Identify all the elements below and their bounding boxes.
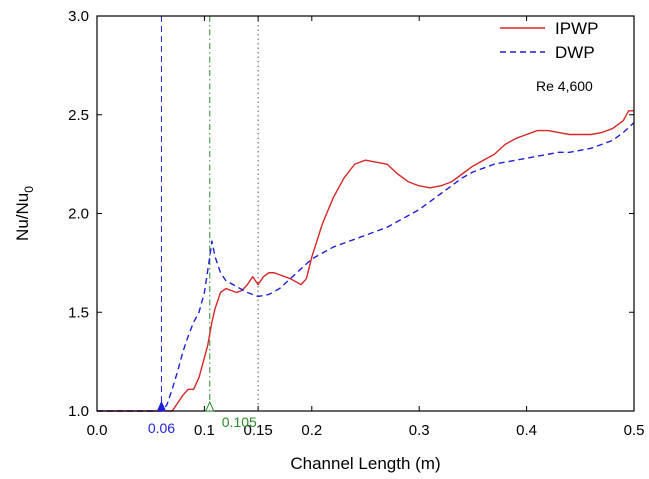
y-axis-title: Nu/Nu0: [13, 186, 36, 241]
legend: IPWP DWP: [500, 19, 598, 62]
x-tick-label: 0.1: [194, 422, 215, 439]
y-axis-title-main: Nu/Nu: [13, 193, 32, 241]
ticks-layer: 0.0 0.1 0.15 0.2 0.3 0.4 0.5 1.0 1.5 2.0 2.5 3.0: [68, 8, 644, 439]
y-tick-label: 1.0: [68, 403, 89, 420]
legend-label-ipwp: IPWP: [555, 19, 598, 38]
x-tick-label: 0.15: [243, 422, 272, 439]
legend-label-dwp: DWP: [555, 43, 595, 62]
series-layer: [97, 110, 635, 412]
y-tick-label: 2.0: [68, 206, 89, 223]
x-tick-label: 0.2: [301, 422, 322, 439]
series-line-ipwp: [97, 110, 634, 412]
y-tick-label: 1.5: [68, 304, 89, 321]
reference-marker-1: [156, 400, 167, 412]
y-tick-label: 2.5: [68, 107, 89, 124]
reference-marker-2: [205, 400, 215, 412]
x-tick-label: 0.5: [624, 422, 645, 439]
x-axis-title: Channel Length (m): [290, 454, 440, 473]
y-axis-title-subscript: 0: [22, 186, 36, 193]
reference-label-2: 0.105: [222, 414, 257, 430]
reference-lines: [160, 16, 259, 411]
reference-label-1: 0.06: [148, 420, 175, 436]
x-tick-label: 0.0: [87, 422, 108, 439]
y-tick-label: 3.0: [68, 8, 89, 25]
series-line-dwp: [97, 122, 635, 412]
x-tick-label: 0.3: [409, 422, 430, 439]
x-tick-label: 0.4: [516, 422, 537, 439]
marker-layer: 0.06 0.105: [148, 400, 257, 436]
annotation-reynolds: Re 4,600: [536, 78, 593, 94]
